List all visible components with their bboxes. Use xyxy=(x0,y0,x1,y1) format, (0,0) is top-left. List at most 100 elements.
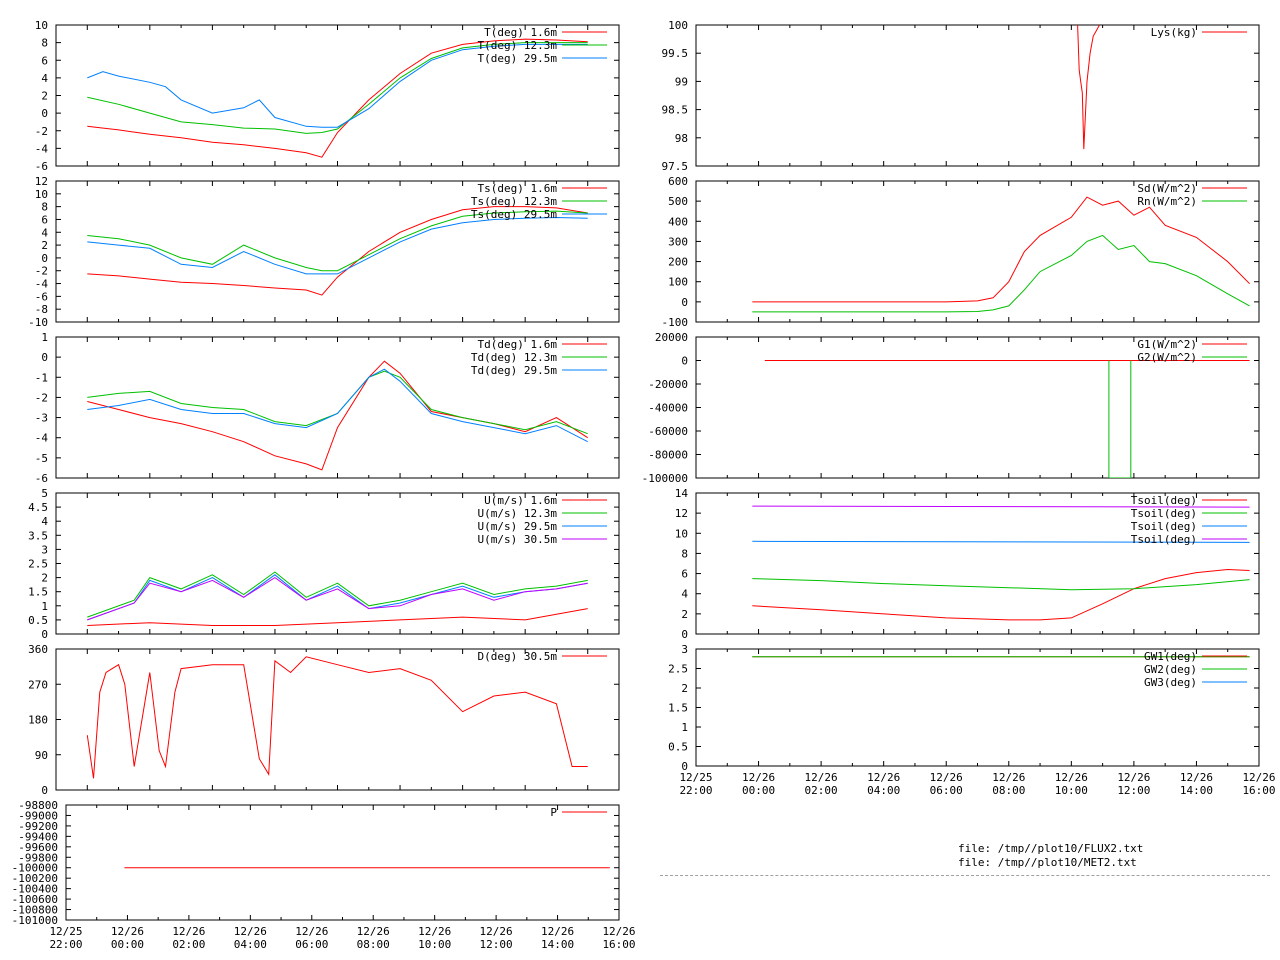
series-line xyxy=(752,578,1250,591)
series-line xyxy=(752,568,1250,621)
legend-label: G1(W/m^2) xyxy=(1137,338,1197,351)
y-tick-label: 270 xyxy=(28,678,48,691)
x-tick-label-date: 12/26 xyxy=(1242,771,1275,784)
y-tick-label: 6 xyxy=(41,54,48,67)
y-tick-label: 0 xyxy=(41,252,48,265)
x-tick-label-time: 12:00 xyxy=(1117,784,1150,797)
y-tick-label: 8 xyxy=(681,547,688,560)
y-tick-label: 2 xyxy=(681,608,688,621)
x-tick-label-date: 12/26 xyxy=(1055,771,1088,784)
series-line xyxy=(87,370,588,435)
y-tick-label: 4 xyxy=(41,515,48,528)
x-tick-label-time: 00:00 xyxy=(742,784,775,797)
y-tick-label: -99600 xyxy=(18,841,58,854)
series-line xyxy=(1108,360,1132,478)
x-tick-label-date: 12/26 xyxy=(480,925,513,938)
y-tick-label: 2 xyxy=(41,90,48,103)
y-tick-label: 3.5 xyxy=(28,529,48,542)
y-tick-label: -100 xyxy=(662,316,689,329)
y-tick-label: 12 xyxy=(675,507,688,520)
y-tick-label: -101000 xyxy=(12,914,58,927)
y-tick-label: -6 xyxy=(35,290,48,303)
y-tick-label: 100 xyxy=(668,19,688,32)
y-tick-label: -8 xyxy=(35,303,48,316)
y-tick-label: 0 xyxy=(41,351,48,364)
y-tick-label: 2 xyxy=(41,572,48,585)
legend-label: Tsoil(deg) xyxy=(1131,520,1197,533)
panel-soil-temperature: 02468101214Tsoil(deg)Tsoil(deg)Tsoil(deg… xyxy=(675,487,1260,641)
y-tick-label: 4 xyxy=(681,588,688,601)
y-tick-label: 3 xyxy=(681,643,688,656)
separator-line xyxy=(660,875,1270,876)
y-tick-label: 5 xyxy=(41,487,48,500)
x-tick-label-date: 12/26 xyxy=(541,925,574,938)
y-tick-label: -5 xyxy=(35,452,48,465)
series-line xyxy=(752,234,1250,313)
y-tick-label: 20000 xyxy=(655,331,688,344)
y-tick-label: 1 xyxy=(41,600,48,613)
series-line xyxy=(87,571,588,618)
x-tick-label-date: 12/26 xyxy=(992,771,1025,784)
legend-label: T(deg) 29.5m xyxy=(478,52,558,65)
y-tick-label: -60000 xyxy=(648,425,688,438)
series-group xyxy=(87,206,588,296)
legend-label: Lys(kg) xyxy=(1151,26,1197,39)
y-tick-label: -1 xyxy=(35,371,48,384)
x-tick-label-time: 14:00 xyxy=(1180,784,1213,797)
y-tick-label: -100400 xyxy=(12,883,58,896)
series-line xyxy=(87,216,588,275)
y-tick-label: 300 xyxy=(668,235,688,248)
y-tick-label: 0 xyxy=(41,784,48,797)
x-tick-label-time: 22:00 xyxy=(679,784,712,797)
x-tick-label-time: 22:00 xyxy=(49,938,82,951)
legend-label: Tsoil(deg) xyxy=(1131,533,1197,546)
y-tick-label: 1 xyxy=(41,331,48,344)
y-tick-label: 180 xyxy=(28,714,48,727)
series-line xyxy=(87,43,588,128)
y-tick-label: 10 xyxy=(35,188,48,201)
panel-ground-heat-flux: -100000 -80000 -60000 -40000 -20000 0 20000 G1(… xyxy=(642,331,1260,485)
y-tick-label: 99.5 xyxy=(662,47,689,60)
legend-label: Td(deg) 29.5m xyxy=(471,364,557,377)
y-tick-label: -99200 xyxy=(18,820,58,833)
series-line xyxy=(86,656,588,779)
legend-label: Td(deg) 12.3m xyxy=(471,351,557,364)
series-line xyxy=(752,540,1250,543)
legend-label: GW3(deg) xyxy=(1144,676,1197,689)
x-tick-label-date: 12/26 xyxy=(930,771,963,784)
legend-label: Td(deg) 1.6m xyxy=(478,338,558,351)
y-tick-label: 12 xyxy=(35,175,48,188)
y-tick-label: -99400 xyxy=(18,830,58,843)
y-tick-label: 2 xyxy=(681,682,688,695)
x-tick-label-date: 12/26 xyxy=(1180,771,1213,784)
x-tick-label-date: 12/26 xyxy=(295,925,328,938)
x-tick-label-date: 12/26 xyxy=(742,771,775,784)
y-tick-label: -98800 xyxy=(18,799,58,812)
x-tick-label-time: 16:00 xyxy=(1242,784,1275,797)
legend-label: T(deg) 12.3m xyxy=(478,39,558,52)
legend-label: P xyxy=(550,806,557,819)
y-tick-label: 0 xyxy=(681,760,688,773)
y-tick-label: -2 xyxy=(35,265,48,278)
y-tick-label: 97.5 xyxy=(662,160,689,173)
y-tick-label: 0 xyxy=(681,628,688,641)
y-tick-label: 3 xyxy=(41,543,48,556)
y-tick-label: 0 xyxy=(681,355,688,368)
x-tick-label-time: 00:00 xyxy=(111,938,144,951)
y-tick-label: -6 xyxy=(35,472,48,485)
legend-label: U(m/s) 1.6m xyxy=(484,494,557,507)
y-tick-label: -100800 xyxy=(12,904,58,917)
y-tick-label: 200 xyxy=(668,256,688,269)
y-tick-label: 0.5 xyxy=(668,741,688,754)
y-tick-label: -100000 xyxy=(12,862,58,875)
y-tick-label: -2 xyxy=(35,125,48,138)
x-tick-label-time: 02:00 xyxy=(805,784,838,797)
y-tick-label: 2 xyxy=(41,239,48,252)
series-line xyxy=(752,505,1250,508)
x-tick-label-time: 04:00 xyxy=(234,938,267,951)
x-tick-label-time: 06:00 xyxy=(930,784,963,797)
y-tick-label: -99000 xyxy=(18,809,58,822)
series-line xyxy=(1077,25,1100,150)
series-group xyxy=(86,656,588,779)
